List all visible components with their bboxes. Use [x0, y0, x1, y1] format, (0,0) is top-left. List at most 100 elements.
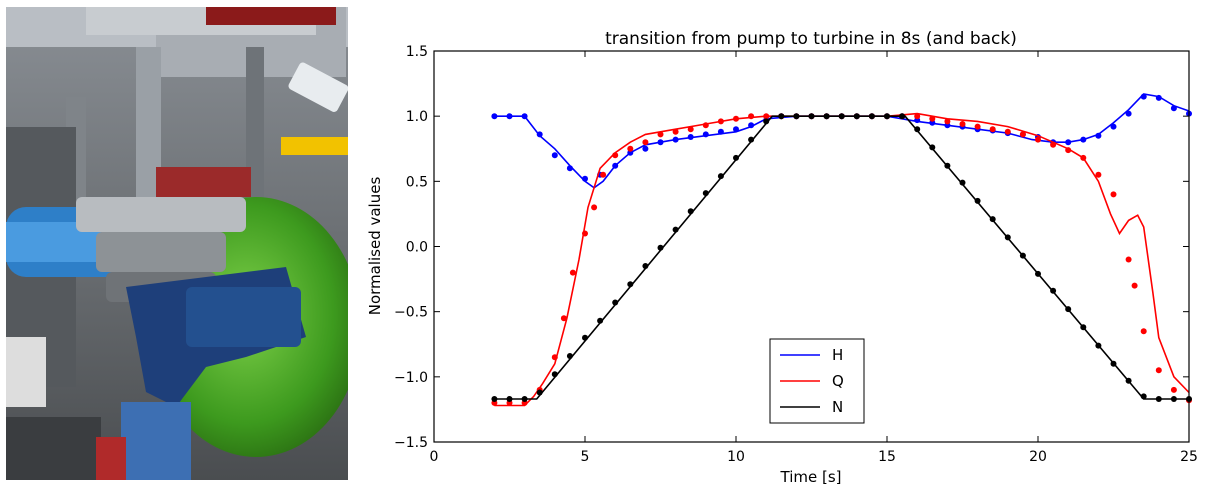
chart-title: transition from pump to turbine in 8s (a… [605, 29, 1017, 49]
chart: transition from pump to turbine in 8s (a… [366, 29, 1198, 486]
data-point [491, 396, 498, 402]
x-tick-label: 5 [581, 449, 590, 465]
series-line-n [494, 115, 1189, 400]
data-point [566, 353, 573, 359]
data-point [1065, 147, 1072, 154]
data-point [491, 113, 498, 120]
data-point [838, 113, 845, 120]
data-point [1140, 93, 1147, 100]
data-point [1095, 132, 1102, 139]
data-point [1170, 386, 1177, 393]
data-point [1050, 141, 1057, 148]
data-point [793, 113, 800, 120]
data-point [1110, 191, 1117, 198]
y-tick-label: −1.5 [394, 435, 428, 451]
data-point [808, 113, 815, 120]
data-point [1170, 396, 1177, 402]
data-point [566, 165, 573, 172]
data-point [1019, 252, 1026, 259]
x-tick-label: 20 [1029, 449, 1047, 465]
data-point [582, 230, 588, 237]
y-tick-label: −1.0 [394, 370, 428, 386]
data-point [1170, 105, 1177, 112]
data-point [778, 113, 785, 120]
x-tick-label: 15 [878, 449, 896, 465]
data-point [1110, 123, 1117, 130]
data-point [506, 113, 513, 120]
data-point [989, 126, 996, 133]
data-point [1155, 396, 1162, 402]
data-point [974, 123, 981, 130]
data-point [1155, 94, 1162, 101]
data-point [536, 389, 543, 396]
y-tick-label: 1.5 [406, 44, 428, 60]
data-point [702, 122, 709, 129]
y-tick-label: 0.5 [406, 174, 428, 190]
data-point [1004, 128, 1011, 135]
y-tick-label: 0.0 [406, 240, 428, 256]
data-point [1155, 367, 1162, 374]
data-point [1125, 256, 1132, 263]
data-point [748, 136, 755, 143]
data-point [1035, 136, 1041, 143]
data-point [914, 113, 921, 120]
data-point [1050, 287, 1057, 294]
data-point [944, 118, 951, 125]
data-point [748, 113, 755, 120]
y-axis-label: Normalised values [366, 177, 384, 316]
data-point [853, 113, 860, 120]
data-point [551, 371, 558, 378]
data-point [702, 190, 709, 197]
y-tick-label: 1.0 [406, 109, 428, 125]
data-point [1095, 171, 1102, 178]
data-point [733, 126, 739, 133]
data-point [521, 113, 528, 120]
data-point [989, 216, 996, 223]
data-point [702, 131, 709, 138]
data-point [642, 145, 649, 152]
data-point [763, 113, 770, 120]
data-point [612, 299, 619, 306]
data-point [974, 197, 981, 204]
series-points-n-measured [491, 113, 1192, 402]
data-point [1140, 393, 1147, 400]
test-rig-photo [6, 7, 348, 480]
data-point [868, 113, 875, 120]
data-point [1110, 360, 1117, 367]
data-point [569, 269, 576, 276]
data-point [733, 154, 739, 161]
data-point [551, 354, 558, 361]
data-point [823, 113, 830, 120]
x-tick-label: 10 [727, 449, 745, 465]
data-point [600, 171, 607, 178]
data-point [627, 281, 634, 288]
data-point [657, 139, 664, 146]
data-point [582, 334, 588, 341]
data-point [1095, 342, 1102, 349]
data-point [717, 173, 724, 180]
data-point [536, 131, 543, 138]
legend-label-h: H [832, 346, 843, 364]
data-point [1065, 306, 1072, 313]
data-point [959, 179, 966, 186]
x-axis: 0 5 10 15 20 25 [430, 51, 1198, 465]
data-point [1065, 139, 1072, 146]
data-point [627, 145, 634, 152]
data-point [763, 118, 770, 125]
data-point [1035, 270, 1041, 277]
legend: H Q N [769, 338, 865, 424]
data-point [717, 118, 724, 125]
legend-label-q: Q [832, 372, 844, 390]
data-point [1080, 136, 1087, 143]
data-point [1131, 282, 1138, 289]
y-tick-label: −0.5 [394, 305, 428, 321]
data-point [1080, 324, 1087, 331]
data-point [1004, 234, 1011, 241]
data-point [1080, 154, 1087, 161]
data-point [1019, 131, 1026, 138]
x-axis-label: Time [s] [780, 468, 842, 486]
x-tick-label: 25 [1180, 449, 1198, 465]
data-point [687, 126, 694, 133]
data-point [733, 115, 739, 122]
data-point [672, 226, 679, 233]
